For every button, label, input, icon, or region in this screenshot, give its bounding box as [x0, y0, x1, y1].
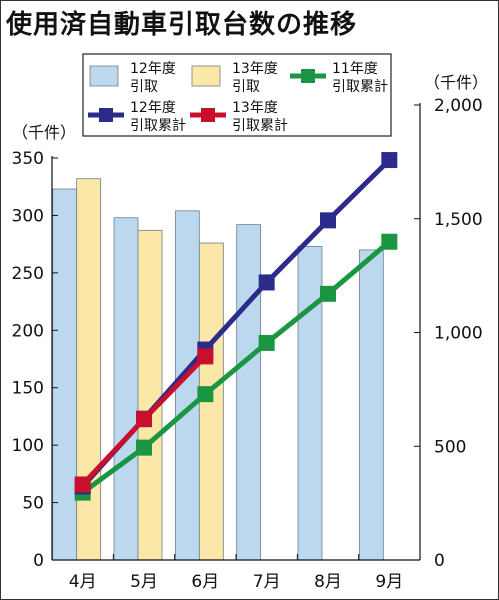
legend-label-bar-1-l1: 13年度	[232, 61, 278, 77]
right-tick-label-0: 0	[434, 551, 445, 571]
legend-label-line-0-l2: 引取累計	[332, 79, 388, 95]
legend-swatch-marker-2	[201, 108, 215, 122]
bar-s0-4	[297, 246, 323, 561]
right-tick-label-3: 1,500	[434, 210, 483, 230]
line-marker-s2-0	[74, 476, 91, 493]
bars-group	[52, 178, 384, 561]
legend-label-line-0-l1: 11年度	[332, 61, 378, 77]
legend-swatch-marker-0	[301, 69, 315, 83]
left-tick-label-0: 0	[33, 551, 44, 571]
line-marker-s2-2	[197, 348, 214, 365]
bar-s0-0	[52, 188, 78, 561]
axes-group: 0 50 100 150 200 250 300 350 （千件） 0 500 1,000 1,500 2…	[12, 73, 488, 592]
bar-s0-5	[358, 249, 384, 561]
x-tick-label-4: 8月	[314, 572, 342, 592]
line-marker-s0-3	[258, 334, 275, 351]
line-marker-s0-4	[320, 285, 336, 302]
right-axis-unit: （千件）	[424, 73, 488, 92]
legend-swatch-marker-1	[99, 108, 113, 122]
left-tick-label-1: 50	[22, 494, 44, 514]
lines-group	[74, 152, 398, 501]
bar-s0-1	[113, 217, 139, 561]
legend-swatch-bar-1	[191, 65, 221, 87]
x-tick-label-2: 6月	[191, 572, 219, 592]
legend-swatch-bar-0	[89, 65, 119, 87]
legend-label-line-2-l1: 13年度	[232, 100, 278, 116]
left-axis-unit: （千件）	[12, 123, 76, 142]
x-tick-label-3: 7月	[253, 572, 281, 592]
line-marker-s0-5	[381, 233, 398, 250]
line-marker-s0-2	[197, 386, 214, 403]
left-tick-label-4: 200	[12, 321, 44, 341]
right-tick-label-2: 1,000	[434, 324, 483, 344]
x-tick-label-0: 4月	[69, 572, 97, 592]
chart-title: 使用済自動車引取台数の推移	[6, 10, 358, 40]
line-marker-s1-5	[381, 152, 398, 169]
line-marker-s2-1	[136, 411, 152, 428]
left-tick-label-5: 250	[12, 264, 44, 284]
line-marker-s1-3	[258, 274, 275, 291]
line-marker-s1-4	[320, 212, 336, 229]
legend-label-line-1-l2: 引取累計	[130, 118, 186, 134]
legend-label-bar-0-l1: 12年度	[130, 61, 176, 77]
bar-s1-0	[76, 178, 102, 561]
bar-s0-3	[236, 224, 262, 561]
x-tick-label-5: 9月	[375, 572, 403, 592]
left-tick-label-2: 100	[12, 436, 44, 456]
right-tick-label-4: 2,000	[434, 96, 483, 116]
x-tick-label-1: 5月	[130, 572, 158, 592]
bar-s1-1	[137, 229, 163, 561]
legend-box	[82, 53, 392, 137]
left-tick-label-3: 150	[12, 379, 44, 399]
left-tick-label-6: 300	[12, 206, 44, 226]
legend-label-line-1-l1: 12年度	[130, 100, 176, 116]
line-series-0	[81, 239, 391, 495]
right-tick-label-1: 500	[434, 437, 466, 457]
legend-label-bar-1-l2: 引取	[232, 79, 260, 95]
line-marker-s0-1	[136, 439, 152, 456]
legend-label-bar-0-l2: 引取	[130, 79, 158, 95]
left-tick-label-7: 350	[12, 149, 44, 169]
legend-label-line-2-l2: 引取累計	[232, 118, 288, 134]
